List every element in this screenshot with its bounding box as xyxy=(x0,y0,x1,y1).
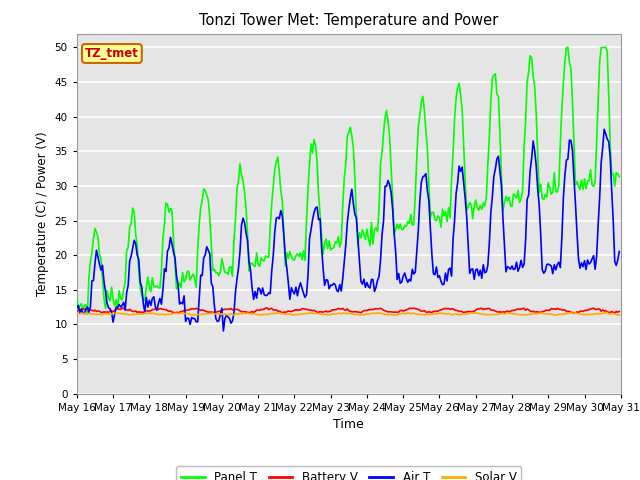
Y-axis label: Temperature (C) / Power (V): Temperature (C) / Power (V) xyxy=(36,132,49,296)
Legend: Panel T, Battery V, Air T, Solar V: Panel T, Battery V, Air T, Solar V xyxy=(176,466,522,480)
Title: Tonzi Tower Met: Temperature and Power: Tonzi Tower Met: Temperature and Power xyxy=(199,13,499,28)
Text: TZ_tmet: TZ_tmet xyxy=(85,47,139,60)
X-axis label: Time: Time xyxy=(333,418,364,431)
